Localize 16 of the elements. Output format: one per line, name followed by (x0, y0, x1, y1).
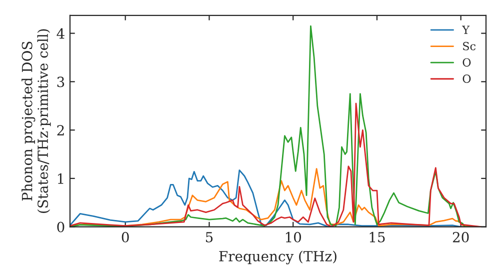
x-tick-label: 10 (286, 232, 302, 242)
y-tick-label: 4 (56, 28, 64, 39)
legend-label: Y (462, 26, 470, 34)
y-tick-label: 1 (58, 173, 64, 184)
legend-label: O (462, 58, 471, 67)
legend-label: O (462, 74, 471, 83)
y-axis-title: Phonon projected DOS (States/THz·primitive cell) (22, 29, 51, 213)
y-tick-label: 0 (57, 222, 64, 232)
y-tick-label: 3 (57, 76, 64, 88)
x-axis-title: Frequency (THz) (219, 250, 336, 264)
x-tick-label: 5 (206, 232, 213, 242)
x-tick-label: 20 (452, 232, 469, 242)
x-tick-label: 15 (370, 232, 385, 242)
y-tick-label: 2 (57, 125, 64, 136)
legend-label: Sc (463, 42, 476, 50)
x-tick-label: 0 (122, 232, 129, 242)
